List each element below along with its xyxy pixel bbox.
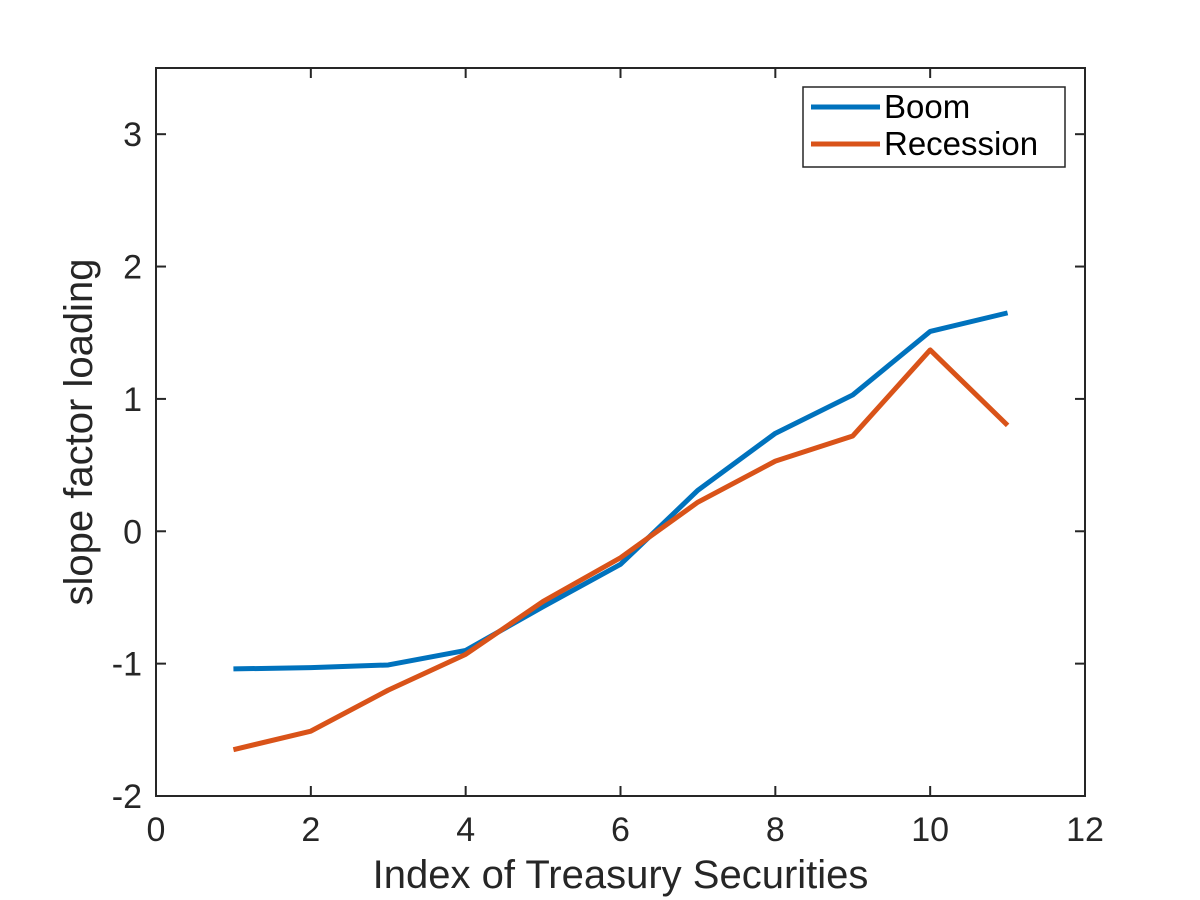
y-tick-label: 3 xyxy=(123,116,142,154)
y-tick-label: -1 xyxy=(112,646,142,684)
y-tick-label: 0 xyxy=(123,513,142,551)
y-axis-label: slope factor loading xyxy=(57,259,101,606)
y-tick-label: -2 xyxy=(112,778,142,816)
x-axis: 0 2 4 6 8 10 12 xyxy=(147,68,1104,849)
x-tick-label: 10 xyxy=(911,811,949,849)
y-tick-label: 2 xyxy=(123,249,142,287)
series-line-boom xyxy=(233,310,1009,672)
legend-label-recession: Recession xyxy=(884,125,1038,162)
legend: Boom Recession xyxy=(802,86,1066,168)
x-tick-label: 6 xyxy=(611,811,630,849)
x-tick-label: 4 xyxy=(456,811,475,849)
legend-label-boom: Boom xyxy=(884,88,970,125)
legend-box xyxy=(802,86,1066,168)
x-tick-label: 2 xyxy=(301,811,320,849)
x-tick-label: 12 xyxy=(1066,811,1104,849)
plot-frame xyxy=(155,67,1086,797)
y-tick-label: 1 xyxy=(123,381,142,419)
x-tick-label: 8 xyxy=(766,811,785,849)
x-tick-label: 0 xyxy=(147,811,166,849)
series-lines xyxy=(232,310,1010,753)
x-axis-label: Index of Treasury Securities xyxy=(373,853,869,897)
y-axis: -2 -1 0 1 2 3 xyxy=(112,116,1085,816)
series-line-recession xyxy=(232,347,1010,753)
